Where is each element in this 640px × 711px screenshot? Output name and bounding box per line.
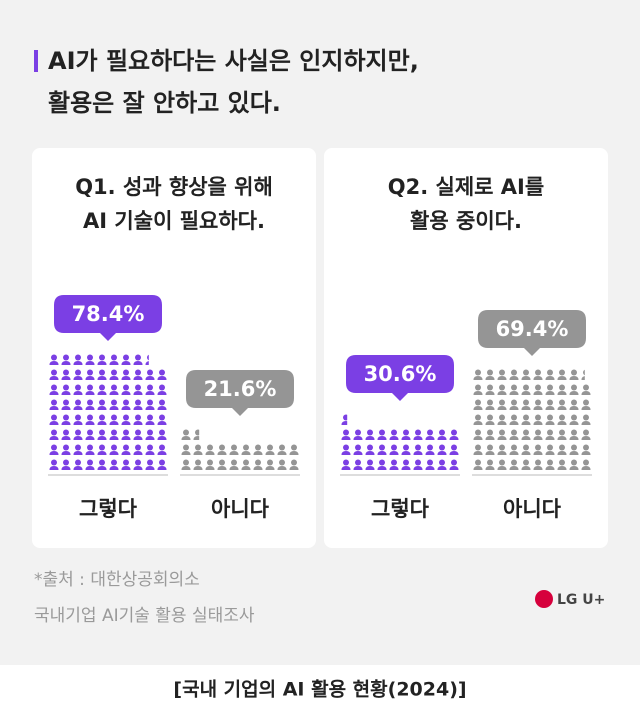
value-bubble (478, 310, 586, 356)
brand-logo (535, 590, 553, 608)
panel-title: Q1. 성과 향상을 위해 (75, 175, 273, 199)
category-label: 그렇다 (79, 497, 138, 521)
value-bubble (186, 370, 294, 416)
value-label: 69.4% (496, 317, 569, 341)
footer-band (0, 665, 640, 711)
title-line: AI가 필요하다는 사실은 인지하지만, (48, 47, 419, 75)
panel-title: 활용 중이다. (410, 209, 522, 233)
panel-title: Q2. 실제로 AI를 (388, 175, 544, 199)
title-line: 활용은 잘 안하고 있다. (48, 89, 281, 117)
value-label: 78.4% (72, 302, 145, 326)
value-bubble (54, 295, 162, 341)
value-label: 30.6% (364, 362, 437, 386)
category-label: 아니다 (503, 497, 562, 521)
icon-group (48, 353, 168, 473)
category-label: 그렇다 (371, 497, 430, 521)
source-line: *출처 : 대한상공회의소 (34, 570, 200, 590)
source-line: 국내기업 AI기술 활용 실태조사 (34, 606, 255, 626)
icon-group (180, 428, 300, 473)
title-marker (34, 50, 38, 72)
panel (32, 148, 316, 548)
category-label: 아니다 (211, 497, 270, 521)
brand: LG U+ (557, 592, 605, 608)
icon-group (472, 368, 592, 473)
value-bubble (346, 355, 454, 401)
panel-title: AI 기술이 필요하다. (83, 209, 265, 233)
value-label: 21.6% (204, 377, 277, 401)
footer: [국내 기업의 AI 활용 현황(2024)] (173, 678, 466, 701)
icon-group (340, 413, 460, 473)
